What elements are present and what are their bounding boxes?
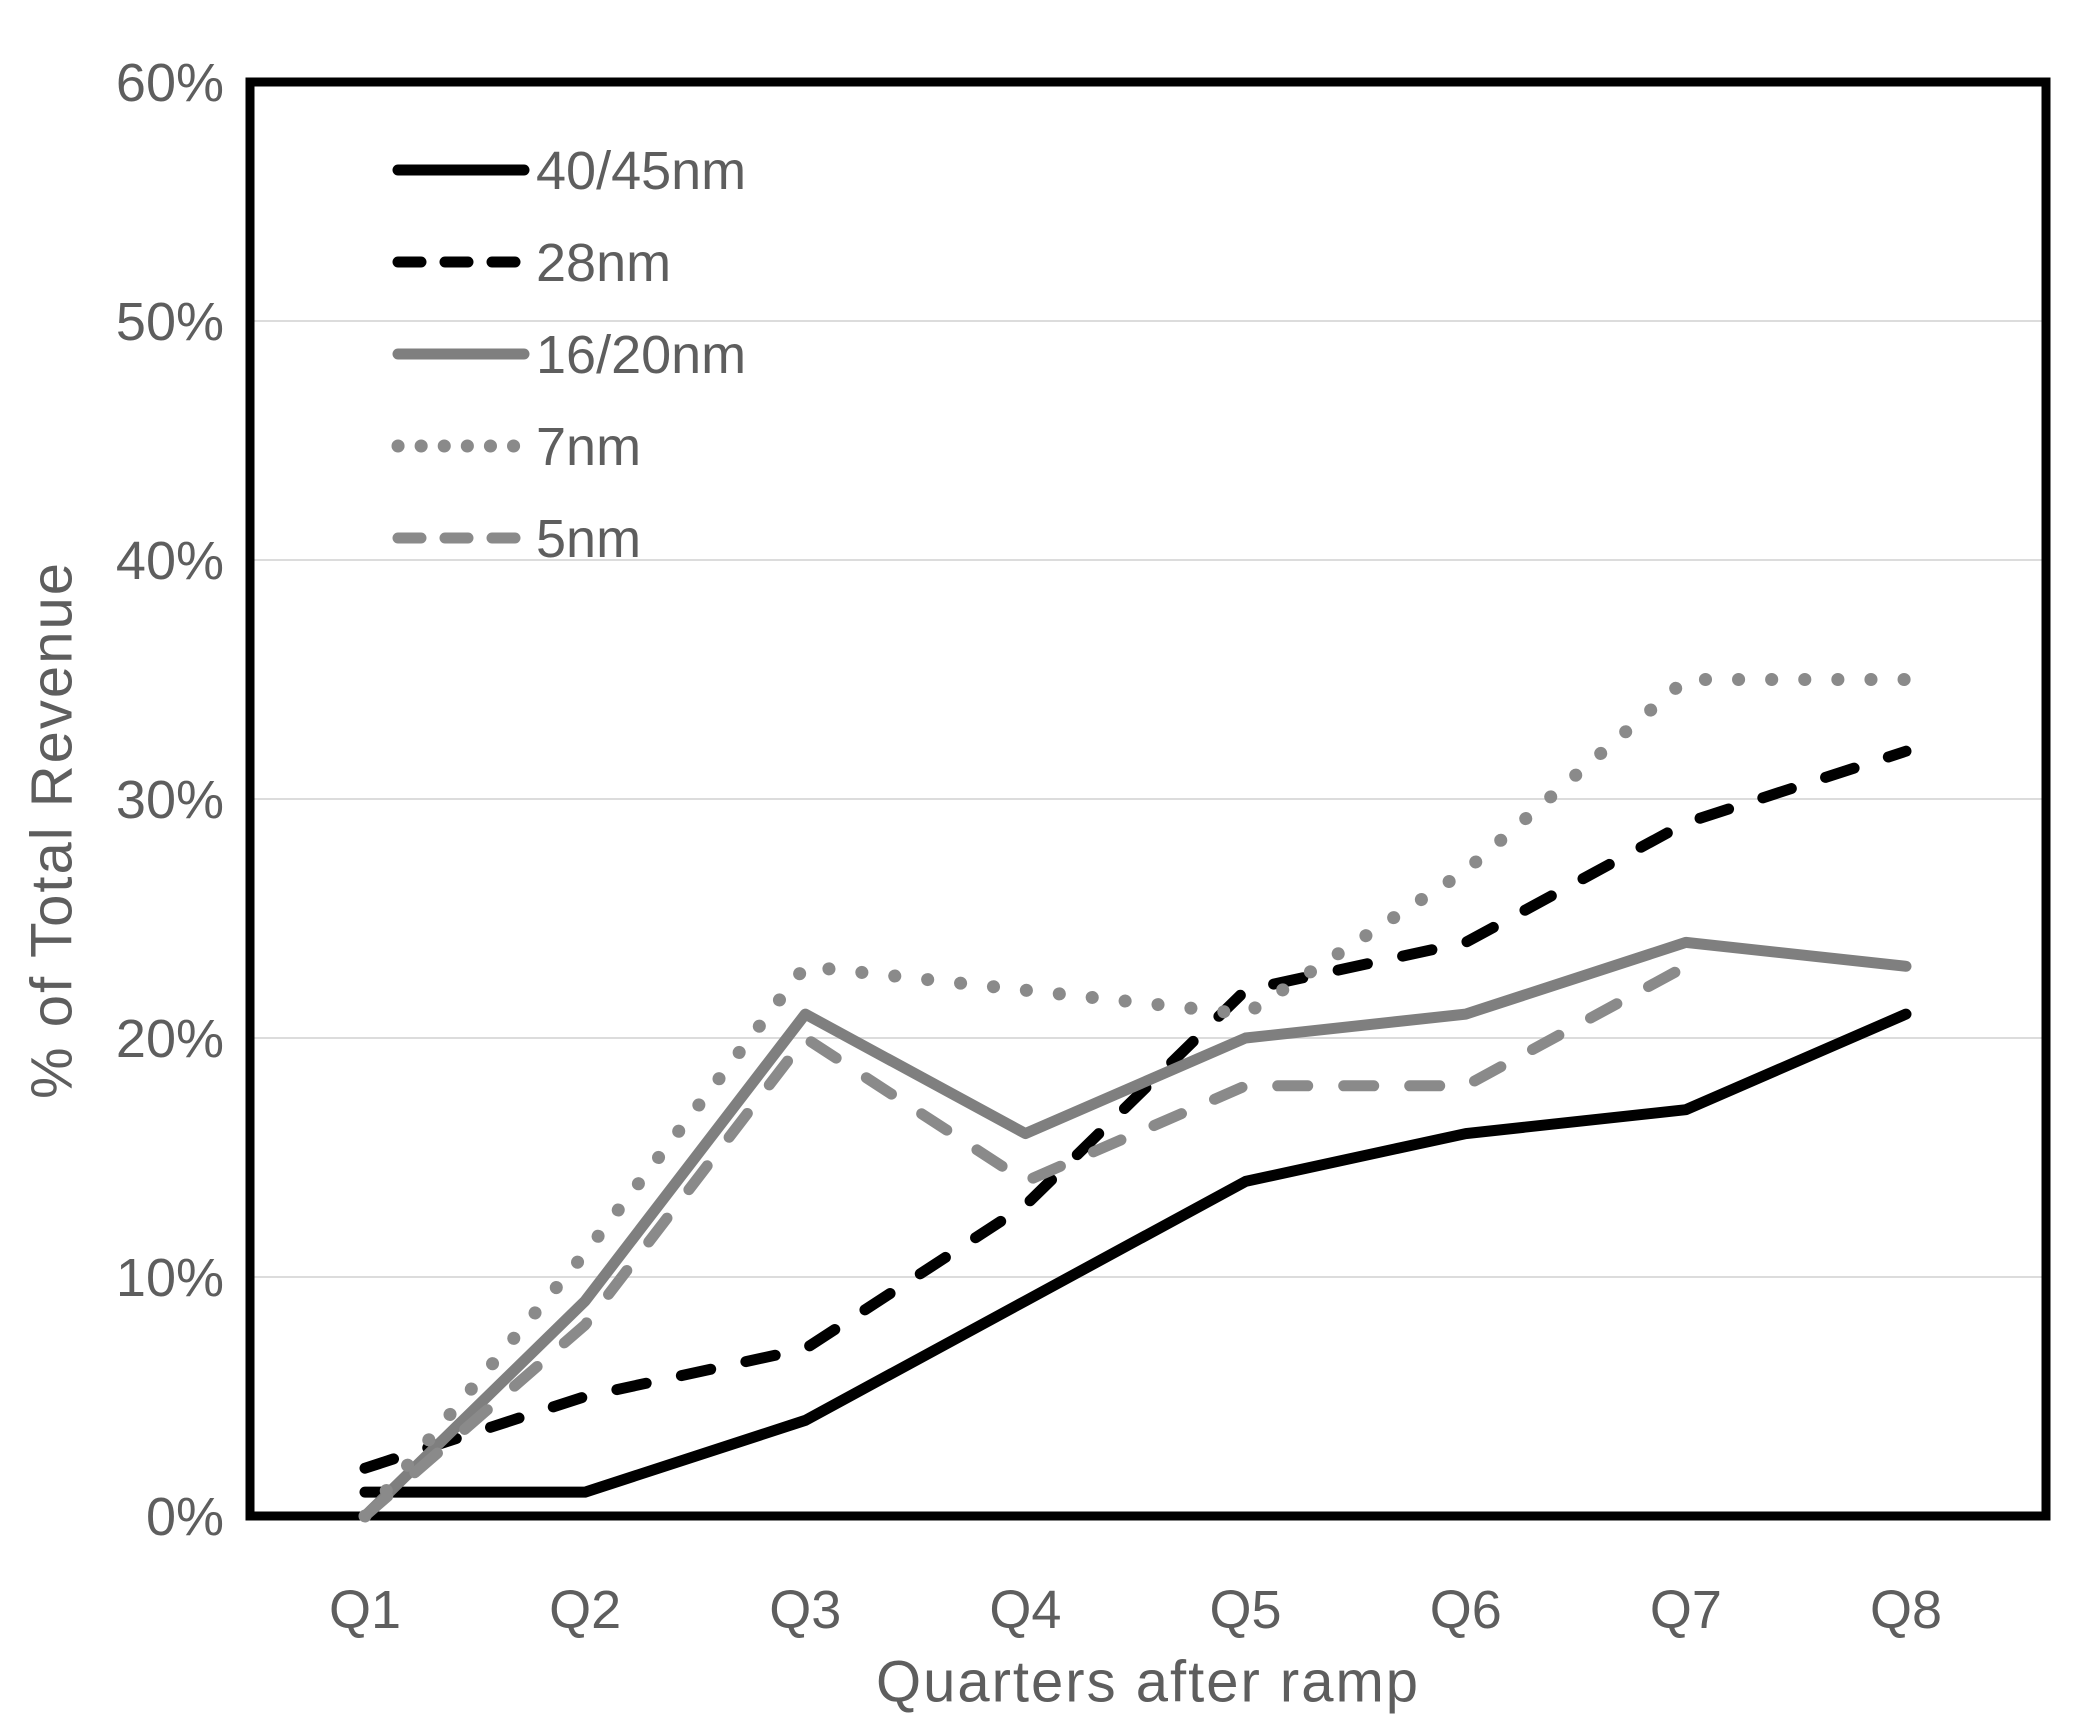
legend-label: 16/20nm	[536, 325, 746, 385]
legend-item-5nm: 5nm	[392, 509, 641, 569]
series-line-5nm	[359, 960, 1692, 1522]
legend-item-7nm: 7nm	[391, 417, 641, 477]
x-axis-title: Quarters after ramp	[875, 1649, 1421, 1715]
series-line-40/45nm	[359, 1008, 1912, 1498]
x-tick-label: Q2	[549, 1580, 621, 1640]
plot-border	[245, 77, 2051, 1521]
x-tick-label: Q7	[1650, 1580, 1722, 1640]
series-line-7nm	[358, 673, 1913, 1523]
y-tick-label: 50%	[116, 292, 224, 352]
series-line-28nm	[359, 745, 1912, 1474]
legend-item-40/45nm: 40/45nm	[392, 141, 746, 201]
y-tick-label: 10%	[116, 1248, 224, 1308]
y-axis-title: % of Total Revenue	[19, 561, 85, 1099]
legend-item-28nm: 28nm	[392, 233, 671, 293]
x-tick-label: Q8	[1870, 1580, 1942, 1640]
x-tick-label: Q3	[769, 1580, 841, 1640]
y-tick-label: 60%	[116, 53, 224, 113]
x-tick-label: Q4	[989, 1580, 1061, 1640]
legend-label: 7nm	[536, 417, 641, 477]
series-line-16/20nm	[359, 936, 1912, 1522]
y-tick-label: 0%	[146, 1487, 224, 1547]
x-tick-label: Q5	[1210, 1580, 1282, 1640]
x-tick-label: Q1	[329, 1580, 401, 1640]
y-tick-label: 20%	[116, 1009, 224, 1069]
legend-label: 5nm	[536, 509, 641, 569]
x-tick-label: Q6	[1430, 1580, 1502, 1640]
legend-label: 40/45nm	[536, 141, 746, 201]
legend-item-16/20nm: 16/20nm	[392, 325, 746, 385]
legend-label: 28nm	[536, 233, 671, 293]
y-tick-label: 30%	[116, 770, 224, 830]
y-tick-label: 40%	[116, 531, 224, 591]
